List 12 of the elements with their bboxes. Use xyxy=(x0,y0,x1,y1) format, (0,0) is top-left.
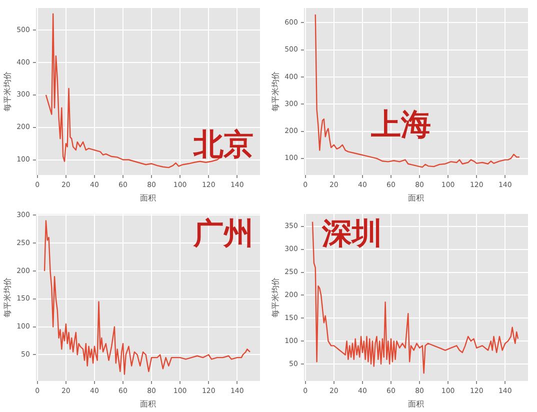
x-axis-title: 面积 xyxy=(140,193,156,202)
y-axis-title: 每平米均价 xyxy=(2,278,12,318)
annotation: 北京 xyxy=(192,127,254,162)
y-axis-title: 每平米均价 xyxy=(270,72,280,112)
x-axis-title: 面积 xyxy=(140,399,156,408)
x-axis-title: 面积 xyxy=(408,193,424,202)
annotation: 广州 xyxy=(192,216,254,252)
x-axis-title: 面积 xyxy=(408,399,424,408)
annotation: 深圳 xyxy=(320,216,382,252)
y-axis-title: 每平米均价 xyxy=(2,72,12,112)
y-axis-title: 每平米均价 xyxy=(270,278,280,318)
annotation: 上海 xyxy=(370,107,432,142)
